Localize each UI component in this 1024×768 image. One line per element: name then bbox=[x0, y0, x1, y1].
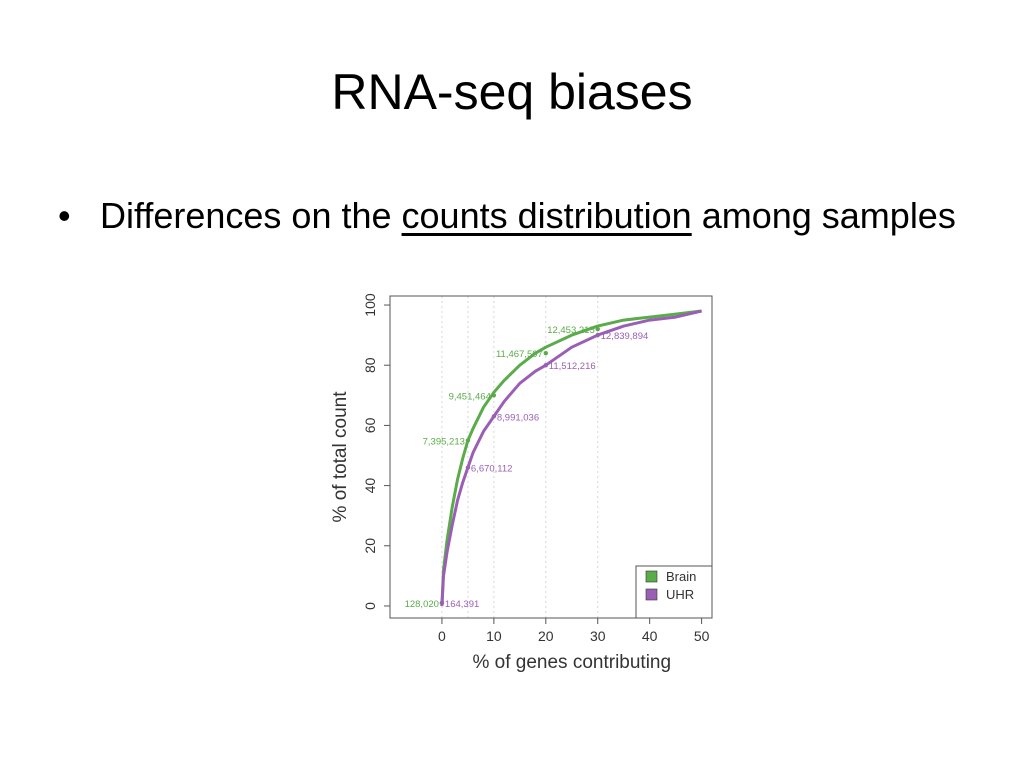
y-tick-label: 80 bbox=[362, 357, 378, 373]
x-tick-label: 10 bbox=[486, 628, 502, 644]
annotation-point bbox=[465, 438, 471, 443]
y-tick-label: 100 bbox=[362, 293, 378, 317]
annotation-point bbox=[595, 326, 600, 332]
y-tick-label: 60 bbox=[362, 417, 378, 433]
y-tick-label: 20 bbox=[362, 538, 378, 554]
x-axis-label: % of genes contributing bbox=[472, 652, 671, 673]
x-tick-label: 30 bbox=[590, 628, 606, 644]
bullet-dot: • bbox=[58, 195, 71, 236]
annotation-label: 11,467,597 bbox=[496, 349, 543, 360]
annotation-point bbox=[465, 465, 471, 470]
annotation-label: 12,839,894 bbox=[601, 331, 649, 342]
counts-distribution-chart: 0 10 20 30 40 50 0 20 40 60 80 100 % of genes contri… bbox=[330, 293, 713, 673]
annotation-label: 7,395,213 bbox=[423, 436, 465, 447]
bullet-text-post: among samples bbox=[691, 195, 956, 236]
annotation-label: 8,991,036 bbox=[497, 412, 539, 423]
annotation-point bbox=[491, 393, 497, 398]
y-axis-label: % of total count bbox=[330, 391, 351, 523]
x-tick-label: 20 bbox=[538, 628, 554, 644]
annotation-label: 128,020 bbox=[405, 599, 439, 610]
series-line-brain bbox=[440, 309, 702, 607]
y-tick-label: 40 bbox=[362, 478, 378, 494]
legend-swatch bbox=[645, 570, 658, 583]
legend-label: UHR bbox=[666, 587, 694, 602]
x-tick-label: 40 bbox=[642, 628, 658, 644]
annotation-point bbox=[543, 363, 549, 368]
annotation-label: 6,670,112 bbox=[471, 464, 513, 475]
annotation-label: 11,512,216 bbox=[549, 361, 596, 372]
y-tick-label: 0 bbox=[362, 602, 378, 610]
annotation-label: 12,453,215 bbox=[547, 325, 595, 336]
x-tick-label: 50 bbox=[694, 628, 710, 644]
bullet-text-emphasis: counts distribution bbox=[401, 195, 692, 236]
bullet-text: Differences on the counts distribution a… bbox=[100, 190, 958, 242]
annotation-point bbox=[543, 350, 549, 356]
annotation-point bbox=[439, 600, 445, 606]
annotation-point bbox=[491, 414, 497, 419]
annotation-label: 164,391 bbox=[445, 599, 479, 610]
annotation-point bbox=[595, 332, 600, 338]
slide-title: RNA-seq biases bbox=[331, 64, 693, 120]
bullet-text-pre: Differences on the bbox=[100, 195, 402, 236]
bullet-item: • Differences on the counts distribution… bbox=[58, 190, 958, 242]
legend-label: Brain bbox=[666, 569, 696, 584]
series-line-uhr bbox=[440, 309, 702, 607]
legend-swatch bbox=[645, 588, 658, 601]
x-tick-label: 0 bbox=[438, 628, 446, 644]
annotation-label: 9,451,464 bbox=[449, 391, 491, 402]
